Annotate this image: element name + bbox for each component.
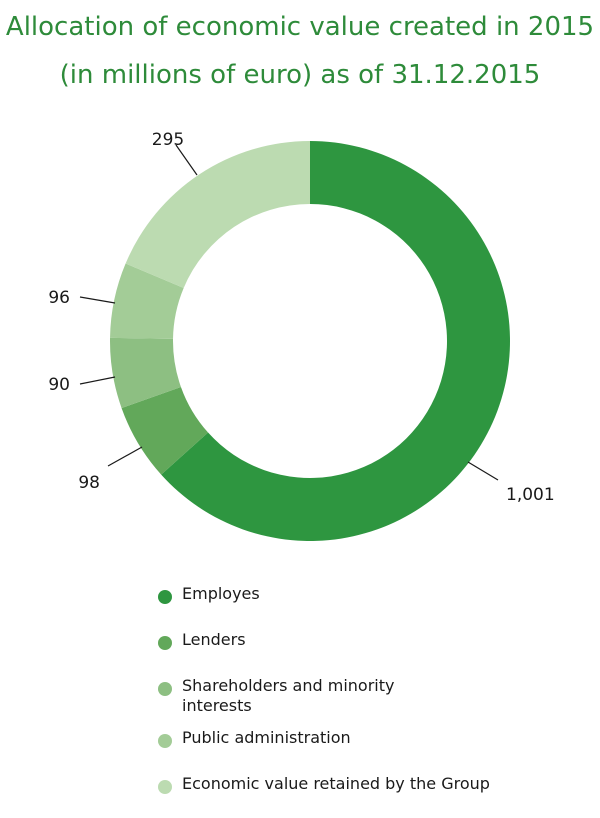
leader-line xyxy=(107,446,143,467)
legend-label-retained: Economic value retained by the Group xyxy=(182,774,490,793)
chart-title-line-1: Allocation of economic value created in … xyxy=(5,12,595,42)
slice-lenders xyxy=(121,386,209,475)
slice-employes xyxy=(161,141,510,541)
data-label: 1,001 xyxy=(506,485,555,505)
legend-swatch-employes xyxy=(158,590,172,604)
leader-line xyxy=(79,376,116,385)
legend-label-lenders: Lenders xyxy=(182,630,246,649)
data-label: 96 xyxy=(48,288,70,308)
data-label: 295 xyxy=(152,130,184,150)
leader-line xyxy=(175,144,198,176)
legend-swatch-lenders xyxy=(158,636,172,650)
legend-label-shareholders: Shareholders and minority interests xyxy=(182,676,395,715)
leader-line xyxy=(79,296,116,304)
legend-label-public-administration: Public administration xyxy=(182,728,351,747)
slice-economic-value-retained-by-the-group xyxy=(125,141,310,288)
slice-shareholders-and-minority-interests xyxy=(110,337,181,409)
leader-line xyxy=(467,461,499,481)
chart-title-line-2: (in millions of euro) as of 31.12.2015 xyxy=(59,60,541,90)
legend-swatch-shareholders xyxy=(158,682,172,696)
data-label: 90 xyxy=(48,375,70,395)
slice-public-administration xyxy=(110,263,184,339)
legend-swatch-retained xyxy=(158,780,172,794)
legend-label-employes: Employes xyxy=(182,584,260,603)
legend-swatch-public-administration xyxy=(158,734,172,748)
data-label: 98 xyxy=(78,473,100,493)
